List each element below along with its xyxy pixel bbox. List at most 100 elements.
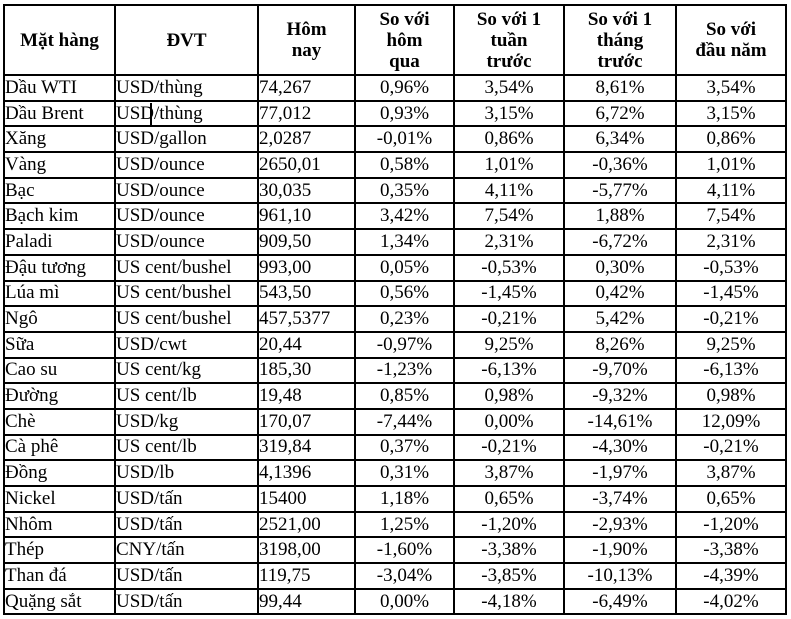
change-vs-year: -0,21%: [675, 305, 787, 333]
table-row: Bạch kim USD/ounce 961,10 3,42% 7,54% 1,…: [3, 202, 787, 231]
change-vs-week: -4,18%: [453, 587, 565, 616]
today-value: 19,48: [257, 382, 356, 410]
today-value: 2650,01: [257, 151, 356, 179]
commodity-unit: USD/tấn: [114, 510, 259, 539]
today-value: 185,30: [257, 356, 356, 385]
header-hom-nay: Hôm nay: [257, 4, 356, 76]
commodity-name: Chè: [3, 407, 116, 436]
change-vs-week: 0,86%: [453, 125, 565, 154]
table-row: Paladi USD/ounce 909,50 1,34% 2,31% -6,7…: [3, 228, 787, 256]
commodity-unit: USD/gallon: [114, 125, 259, 154]
header-so-voi-1-tuan-truoc: So với 1 tuần trước: [453, 4, 565, 76]
text-cursor-caret: [150, 103, 152, 126]
change-vs-month: -6,72%: [563, 228, 677, 256]
change-vs-month: -9,70%: [563, 356, 677, 385]
change-vs-year: -1,45%: [675, 279, 787, 308]
commodity-unit: CNY/tấn: [114, 536, 259, 565]
change-vs-yesterday: -1,23%: [354, 356, 455, 385]
commodity-unit: USD/lb: [114, 459, 259, 487]
change-vs-week: 3,87%: [453, 459, 565, 487]
table-row: Quặng sắt USD/tấn 99,44 0,00% -4,18% -6,…: [3, 587, 787, 616]
change-vs-month: -0,36%: [563, 151, 677, 179]
change-vs-week: 9,25%: [453, 330, 565, 359]
change-vs-month: 6,34%: [563, 125, 677, 154]
change-vs-month: -9,32%: [563, 382, 677, 410]
today-value: 909,50: [257, 228, 356, 256]
commodity-unit: US cent/bushel: [114, 305, 259, 333]
change-vs-yesterday: 0,93%: [354, 99, 455, 128]
change-vs-year: 3,15%: [675, 99, 787, 128]
commodity-name: Đồng: [3, 459, 116, 487]
today-value: 119,75: [257, 562, 356, 590]
change-vs-yesterday: -0,97%: [354, 330, 455, 359]
change-vs-yesterday: 3,42%: [354, 202, 455, 231]
commodity-name: Quặng sắt: [3, 587, 116, 616]
commodity-name: Sữa: [3, 330, 116, 359]
commodity-unit: US cent/kg: [114, 356, 259, 385]
today-value: 2521,00: [257, 510, 356, 539]
commodity-name: Thép: [3, 536, 116, 565]
change-vs-month: 1,88%: [563, 202, 677, 231]
commodity-unit: USD/ounce: [114, 151, 259, 179]
commodity-unit: USD/ounce: [114, 176, 259, 205]
today-value: 3198,00: [257, 536, 356, 565]
change-vs-yesterday: 0,00%: [354, 587, 455, 616]
change-vs-yesterday: -7,44%: [354, 407, 455, 436]
change-vs-week: 0,98%: [453, 382, 565, 410]
commodity-name: Bạc: [3, 176, 116, 205]
change-vs-yesterday: 1,18%: [354, 485, 455, 513]
change-vs-year: -6,13%: [675, 356, 787, 385]
commodity-name: Cao su: [3, 356, 116, 385]
table-row: Vàng USD/ounce 2650,01 0,58% 1,01% -0,36…: [3, 151, 787, 179]
change-vs-month: 8,61%: [563, 74, 677, 102]
change-vs-yesterday: 1,25%: [354, 510, 455, 539]
table-row: Cao su US cent/kg 185,30 -1,23% -6,13% -…: [3, 356, 787, 385]
change-vs-year: 2,31%: [675, 228, 787, 256]
change-vs-year: 1,01%: [675, 151, 787, 179]
today-value: 993,00: [257, 253, 356, 282]
today-value: 74,267: [257, 74, 356, 102]
commodity-unit: USD/cwt: [114, 330, 259, 359]
change-vs-week: -0,53%: [453, 253, 565, 282]
change-vs-week: -3,85%: [453, 562, 565, 590]
commodity-unit: USD/kg: [114, 407, 259, 436]
change-vs-month: -5,77%: [563, 176, 677, 205]
change-vs-week: -6,13%: [453, 356, 565, 385]
commodity-unit: US cent/bushel: [114, 279, 259, 308]
today-value: 30,035: [257, 176, 356, 205]
change-vs-year: -0,53%: [675, 253, 787, 282]
table-row: Nickel USD/tấn 15400 1,18% 0,65% -3,74% …: [3, 485, 787, 513]
change-vs-yesterday: 0,23%: [354, 305, 455, 333]
table-row: Nhôm USD/tấn 2521,00 1,25% -1,20% -2,93%…: [3, 510, 787, 539]
commodity-unit: USD/tấn: [114, 485, 259, 513]
change-vs-month: 0,42%: [563, 279, 677, 308]
change-vs-week: 3,15%: [453, 99, 565, 128]
today-value: 4,1396: [257, 459, 356, 487]
change-vs-yesterday: 0,96%: [354, 74, 455, 102]
change-vs-week: 0,65%: [453, 485, 565, 513]
header-mat-hang: Mặt hàng: [3, 4, 116, 76]
commodity-name: Đậu tương: [3, 253, 116, 282]
change-vs-yesterday: 0,35%: [354, 176, 455, 205]
change-vs-month: -14,61%: [563, 407, 677, 436]
change-vs-year: -0,21%: [675, 433, 787, 462]
table-row: Đồng USD/lb 4,1396 0,31% 3,87% -1,97% 3,…: [3, 459, 787, 487]
commodity-unit: USD/tấn: [114, 562, 259, 590]
change-vs-year: -4,02%: [675, 587, 787, 616]
change-vs-week: -1,45%: [453, 279, 565, 308]
table-row: Xăng USD/gallon 2,0287 -0,01% 0,86% 6,34…: [3, 125, 787, 154]
today-value: 543,50: [257, 279, 356, 308]
header-so-voi-1-thang-truoc: So với 1 tháng trước: [563, 4, 677, 76]
commodity-name: Vàng: [3, 151, 116, 179]
table-row: Chè USD/kg 170,07 -7,44% 0,00% -14,61% 1…: [3, 407, 787, 436]
change-vs-month: -1,97%: [563, 459, 677, 487]
change-vs-year: 3,54%: [675, 74, 787, 102]
table-row: Đường US cent/lb 19,48 0,85% 0,98% -9,32…: [3, 382, 787, 410]
table-row: Thép CNY/tấn 3198,00 -1,60% -3,38% -1,90…: [3, 536, 787, 565]
commodity-unit: US cent/lb: [114, 433, 259, 462]
commodity-name: Cà phê: [3, 433, 116, 462]
commodity-price-table: Mặt hàng ĐVT Hôm nay So với hôm qua So v…: [3, 4, 787, 616]
table-body: Dầu WTI USD/thùng 74,267 0,96% 3,54% 8,6…: [3, 74, 787, 616]
table-row: Lúa mì US cent/bushel 543,50 0,56% -1,45…: [3, 279, 787, 308]
